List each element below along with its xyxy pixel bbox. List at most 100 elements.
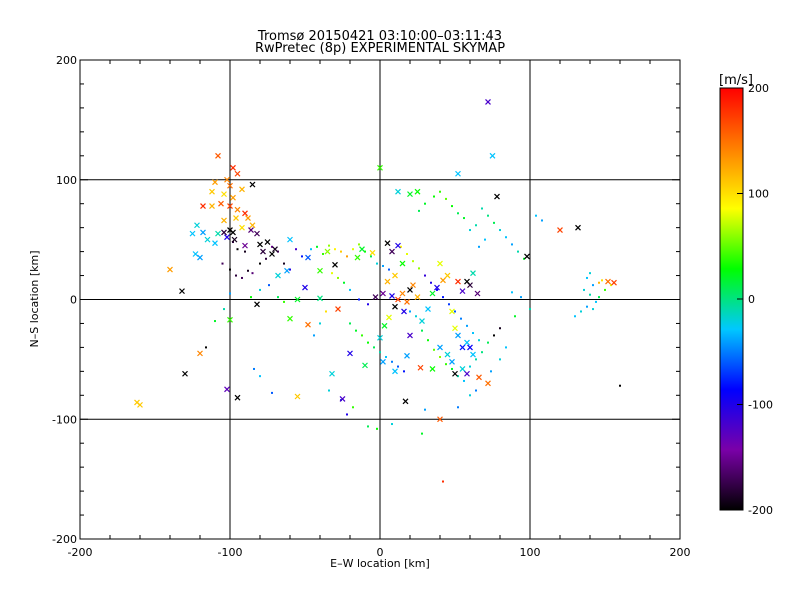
data-cross bbox=[575, 224, 581, 231]
cross-stroke bbox=[275, 272, 281, 279]
data-dot bbox=[221, 262, 224, 265]
data-cross bbox=[414, 188, 421, 195]
data-cross bbox=[197, 350, 203, 357]
data-cross bbox=[392, 368, 398, 375]
data-dot bbox=[511, 291, 513, 294]
colorbar-tick-label: 100 bbox=[748, 188, 769, 201]
data-dot bbox=[478, 339, 480, 342]
cross-stroke bbox=[227, 227, 233, 233]
data-cross bbox=[404, 352, 410, 359]
data-cross bbox=[242, 210, 248, 217]
cross-stroke bbox=[234, 394, 241, 401]
y-tick-label: 200 bbox=[56, 54, 77, 67]
data-dot bbox=[583, 288, 585, 291]
cross-stroke bbox=[459, 344, 466, 351]
data-dot bbox=[580, 310, 582, 313]
data-dot bbox=[505, 236, 507, 239]
cross-stroke bbox=[305, 254, 311, 261]
cross-stroke bbox=[485, 98, 491, 105]
cross-stroke bbox=[218, 200, 224, 207]
data-dot bbox=[370, 255, 372, 258]
data-dot bbox=[463, 217, 465, 220]
data-dot bbox=[460, 317, 462, 320]
cross-stroke bbox=[254, 301, 260, 308]
cross-stroke bbox=[287, 236, 293, 243]
cross-stroke bbox=[209, 188, 215, 195]
data-cross bbox=[221, 191, 227, 198]
axis-ticks bbox=[79, 59, 681, 540]
cross-stroke bbox=[404, 352, 410, 359]
cross-stroke bbox=[212, 179, 218, 186]
data-dot bbox=[229, 292, 231, 295]
cross-stroke bbox=[134, 399, 140, 406]
cross-stroke bbox=[459, 366, 466, 372]
data-dot bbox=[382, 264, 384, 267]
y-tick-label: 100 bbox=[56, 174, 77, 187]
data-cross bbox=[429, 290, 436, 297]
cross-stroke bbox=[260, 248, 266, 255]
data-cross bbox=[384, 278, 391, 285]
data-dot bbox=[352, 248, 354, 251]
data-dot bbox=[598, 296, 600, 299]
cross-stroke bbox=[399, 290, 406, 297]
cross-stroke bbox=[524, 253, 530, 260]
data-dot bbox=[430, 281, 432, 284]
cross-stroke bbox=[209, 203, 215, 210]
data-cross bbox=[212, 179, 218, 186]
cross-stroke bbox=[369, 249, 376, 256]
data-dot bbox=[205, 346, 207, 349]
data-dot bbox=[388, 268, 390, 271]
cross-stroke bbox=[284, 267, 290, 274]
data-dot bbox=[595, 300, 597, 303]
cross-stroke bbox=[234, 170, 241, 177]
data-dot bbox=[313, 334, 315, 337]
x-tick-label: 200 bbox=[670, 546, 691, 559]
data-dot bbox=[499, 327, 501, 330]
data-dot bbox=[277, 296, 279, 299]
data-dot bbox=[439, 355, 441, 358]
data-cross bbox=[275, 272, 281, 279]
data-cross bbox=[384, 240, 391, 247]
data-dot bbox=[223, 308, 225, 311]
cross-stroke bbox=[257, 241, 263, 248]
cross-stroke bbox=[317, 267, 323, 274]
data-dot bbox=[247, 269, 249, 272]
data-dot bbox=[409, 310, 411, 313]
plot-grid bbox=[80, 60, 680, 539]
cross-stroke bbox=[437, 344, 443, 351]
cross-stroke bbox=[221, 229, 227, 236]
data-dot bbox=[259, 262, 261, 265]
data-cross bbox=[192, 251, 199, 257]
colorbar-tick-label: 0 bbox=[748, 293, 755, 306]
data-dot bbox=[289, 268, 291, 271]
data-dot bbox=[457, 406, 459, 409]
cross-stroke bbox=[231, 236, 238, 243]
data-dot bbox=[604, 288, 606, 291]
data-cross bbox=[182, 370, 188, 377]
data-dot bbox=[376, 427, 378, 430]
data-cross bbox=[437, 416, 443, 423]
data-cross bbox=[399, 260, 406, 267]
data-dot bbox=[448, 303, 450, 306]
data-cross bbox=[380, 358, 386, 365]
data-cross bbox=[407, 191, 413, 198]
data-dot bbox=[250, 296, 252, 299]
data-cross bbox=[227, 203, 233, 210]
data-dot bbox=[328, 389, 330, 392]
cross-stroke bbox=[179, 288, 185, 295]
data-cross bbox=[212, 240, 218, 247]
y-tick-label: -100 bbox=[52, 413, 77, 426]
cross-stroke bbox=[332, 261, 338, 268]
data-cross bbox=[467, 344, 473, 351]
colorbar-ticks: 200 100 0 -100 -200 bbox=[737, 82, 773, 517]
data-cross bbox=[437, 260, 443, 267]
cross-stroke bbox=[404, 298, 410, 305]
data-cross bbox=[245, 215, 251, 221]
data-cross bbox=[464, 370, 470, 377]
data-cross bbox=[234, 394, 241, 401]
data-dot bbox=[433, 348, 435, 351]
data-cross bbox=[395, 296, 401, 303]
data-dot bbox=[478, 245, 480, 248]
cross-stroke bbox=[455, 332, 461, 339]
data-cross bbox=[234, 206, 241, 213]
